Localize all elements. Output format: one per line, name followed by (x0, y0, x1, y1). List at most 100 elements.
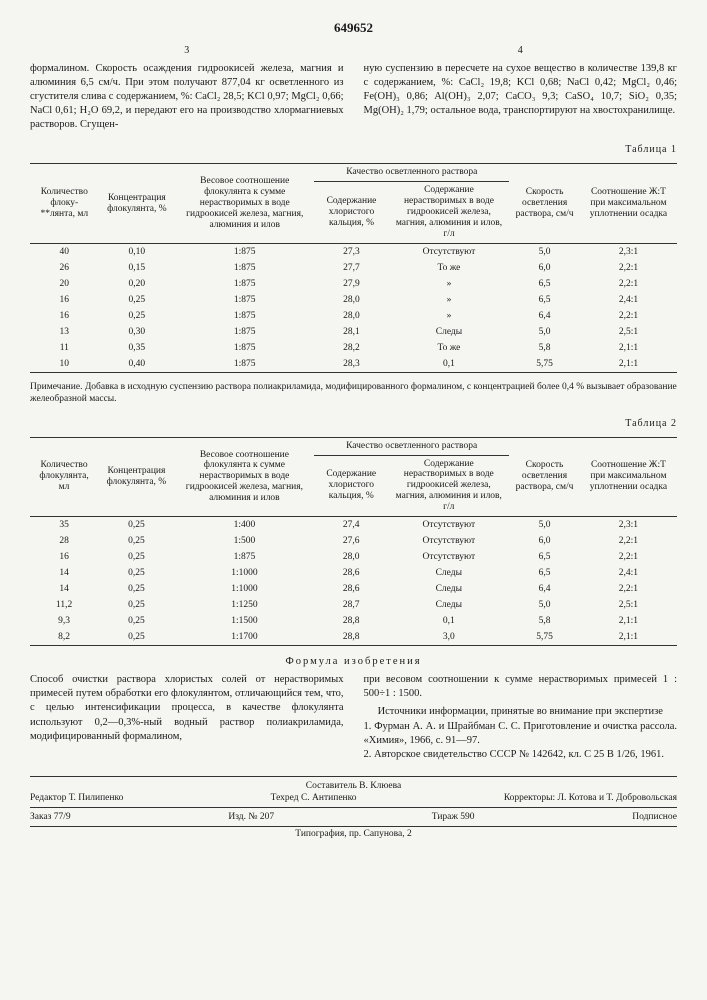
table-cell: 6,5 (509, 549, 580, 565)
table-cell: Следы (388, 565, 509, 581)
table-cell: 40 (30, 243, 99, 260)
table-cell: 5,0 (509, 517, 580, 534)
table-row: 200,201:87527,9»6,52,2:1 (30, 276, 677, 292)
table-cell: » (389, 308, 510, 324)
table-cell: 27,4 (314, 517, 388, 534)
table-cell: 1:875 (175, 340, 314, 356)
table-cell: 1:875 (175, 276, 314, 292)
table-cell: 14 (30, 565, 98, 581)
table-cell: 11 (30, 340, 99, 356)
t1-h4b: Содержание нерастворимых в воде гидрооки… (389, 182, 510, 244)
table-cell: 1:1700 (175, 629, 314, 646)
table-cell: 1:875 (175, 260, 314, 276)
table-cell: 2,2:1 (580, 533, 677, 549)
table-cell: 28,3 (314, 356, 388, 373)
table-cell: 0,10 (99, 243, 176, 260)
table-cell: 6,5 (509, 565, 580, 581)
table-cell: 2,5:1 (580, 324, 677, 340)
t2-h3: Весовое соотношение флокулянта к сумме н… (175, 437, 314, 517)
table-cell: 8,2 (30, 629, 98, 646)
sources-title: Источники информации, принятые во вниман… (364, 705, 678, 719)
typography: Типография, пр. Сапунова, 2 (30, 829, 677, 839)
table-cell: 6,4 (509, 581, 580, 597)
t1-h2: Концентрация флокулянта, % (99, 164, 176, 244)
table-cell: То же (389, 260, 510, 276)
table-1: Количество флоку-**лянта, мл Концентраци… (30, 163, 677, 373)
table-row: 8,20,251:170028,83,05,752,1:1 (30, 629, 677, 646)
table-cell: 2,2:1 (580, 308, 677, 324)
table-cell: 6,0 (509, 533, 580, 549)
table-cell: 1:875 (175, 549, 314, 565)
table-cell: 20 (30, 276, 99, 292)
table-cell: 0,35 (99, 340, 176, 356)
table-row: 350,251:40027,4Отсутствуют5,02,3:1 (30, 517, 677, 534)
table-cell: 16 (30, 292, 99, 308)
table1-label: Таблица 1 (30, 144, 677, 155)
t2-h2: Концентрация флокулянта, % (98, 437, 175, 517)
table-row: 110,351:87528,2То же5,82,1:1 (30, 340, 677, 356)
table-row: 130,301:87528,1Следы5,02,5:1 (30, 324, 677, 340)
table-row: 140,251:100028,6Следы6,52,4:1 (30, 565, 677, 581)
claim-right: при весовом соотношении к сумме нераство… (364, 674, 678, 699)
table-cell: » (389, 292, 510, 308)
table-cell: 13 (30, 324, 99, 340)
right-body-text: ную суспензию в пересчете на сухое вещес… (364, 63, 678, 117)
table-cell: 2,5:1 (580, 597, 677, 613)
table-cell: 0,25 (98, 597, 175, 613)
t2-h5: Скорость осветления раствора, см/ч (509, 437, 580, 517)
table-cell: Отсутствуют (389, 243, 510, 260)
patent-number: 649652 (30, 20, 677, 36)
table-cell: 27,6 (314, 533, 388, 549)
source-2: 2. Авторское свидетельство СССР № 142642… (364, 749, 665, 760)
table2-label: Таблица 2 (30, 418, 677, 429)
table-cell: 0,25 (98, 533, 175, 549)
table-cell: 5,0 (509, 243, 580, 260)
table-cell: 11,2 (30, 597, 98, 613)
t2-h1: Количество флокулянта, мл (30, 437, 98, 517)
table-cell: 1:1000 (175, 565, 314, 581)
correctors: Корректоры: Л. Котова и Т. Добровольская (504, 793, 677, 803)
table-cell: 0,25 (98, 549, 175, 565)
table-cell: 28,0 (314, 549, 388, 565)
tirage: Тираж 590 (432, 812, 475, 822)
table-cell: 0,25 (99, 292, 176, 308)
table-cell: 27,9 (314, 276, 388, 292)
t1-h4grp: Качество осветленного раствора (314, 164, 509, 182)
table-cell: 0,25 (98, 613, 175, 629)
left-body-text: формалином. Скорость осаждения гидроокис… (30, 63, 344, 131)
t1-h5: Скорость осветления раствора, см/ч (509, 164, 580, 244)
table-cell: 0,15 (99, 260, 176, 276)
col-num-right: 4 (364, 44, 678, 58)
table-row: 160,251:87528,0»6,52,4:1 (30, 292, 677, 308)
table-cell: 6,5 (509, 276, 580, 292)
table-cell: 0,25 (98, 565, 175, 581)
table-cell: 5,8 (509, 613, 580, 629)
table-cell: 28,1 (314, 324, 388, 340)
table-cell: 27,7 (314, 260, 388, 276)
table-cell: 0,20 (99, 276, 176, 292)
table-cell: 0,1 (388, 613, 509, 629)
table-cell: 9,3 (30, 613, 98, 629)
table-cell: 28 (30, 533, 98, 549)
table-cell: 2,2:1 (580, 581, 677, 597)
table-cell: 5,75 (509, 356, 580, 373)
table-cell: 1:1500 (175, 613, 314, 629)
table-cell: 0,25 (98, 517, 175, 534)
table-cell: Следы (388, 597, 509, 613)
table-cell: 1:875 (175, 243, 314, 260)
order: Заказ 77/9 (30, 812, 71, 822)
table-cell: 28,2 (314, 340, 388, 356)
footer: Составитель В. Клюева Редактор Т. Пилипе… (30, 776, 677, 839)
table-cell: 5,0 (509, 597, 580, 613)
table-cell: 6,5 (509, 292, 580, 308)
table-cell: Следы (388, 581, 509, 597)
t1-h6: Соотношение Ж:Т при максимальном уплотне… (580, 164, 677, 244)
table-cell: Отсутствуют (388, 533, 509, 549)
table-cell: 28,0 (314, 292, 388, 308)
table1-note: Примечание. Добавка в исходную суспензию… (30, 381, 677, 406)
table-row: 11,20,251:125028,7Следы5,02,5:1 (30, 597, 677, 613)
table-row: 160,251:87528,0Отсутствуют6,52,2:1 (30, 549, 677, 565)
table-cell: 3,0 (388, 629, 509, 646)
table-cell: 2,4:1 (580, 565, 677, 581)
table-cell: 1:875 (175, 292, 314, 308)
